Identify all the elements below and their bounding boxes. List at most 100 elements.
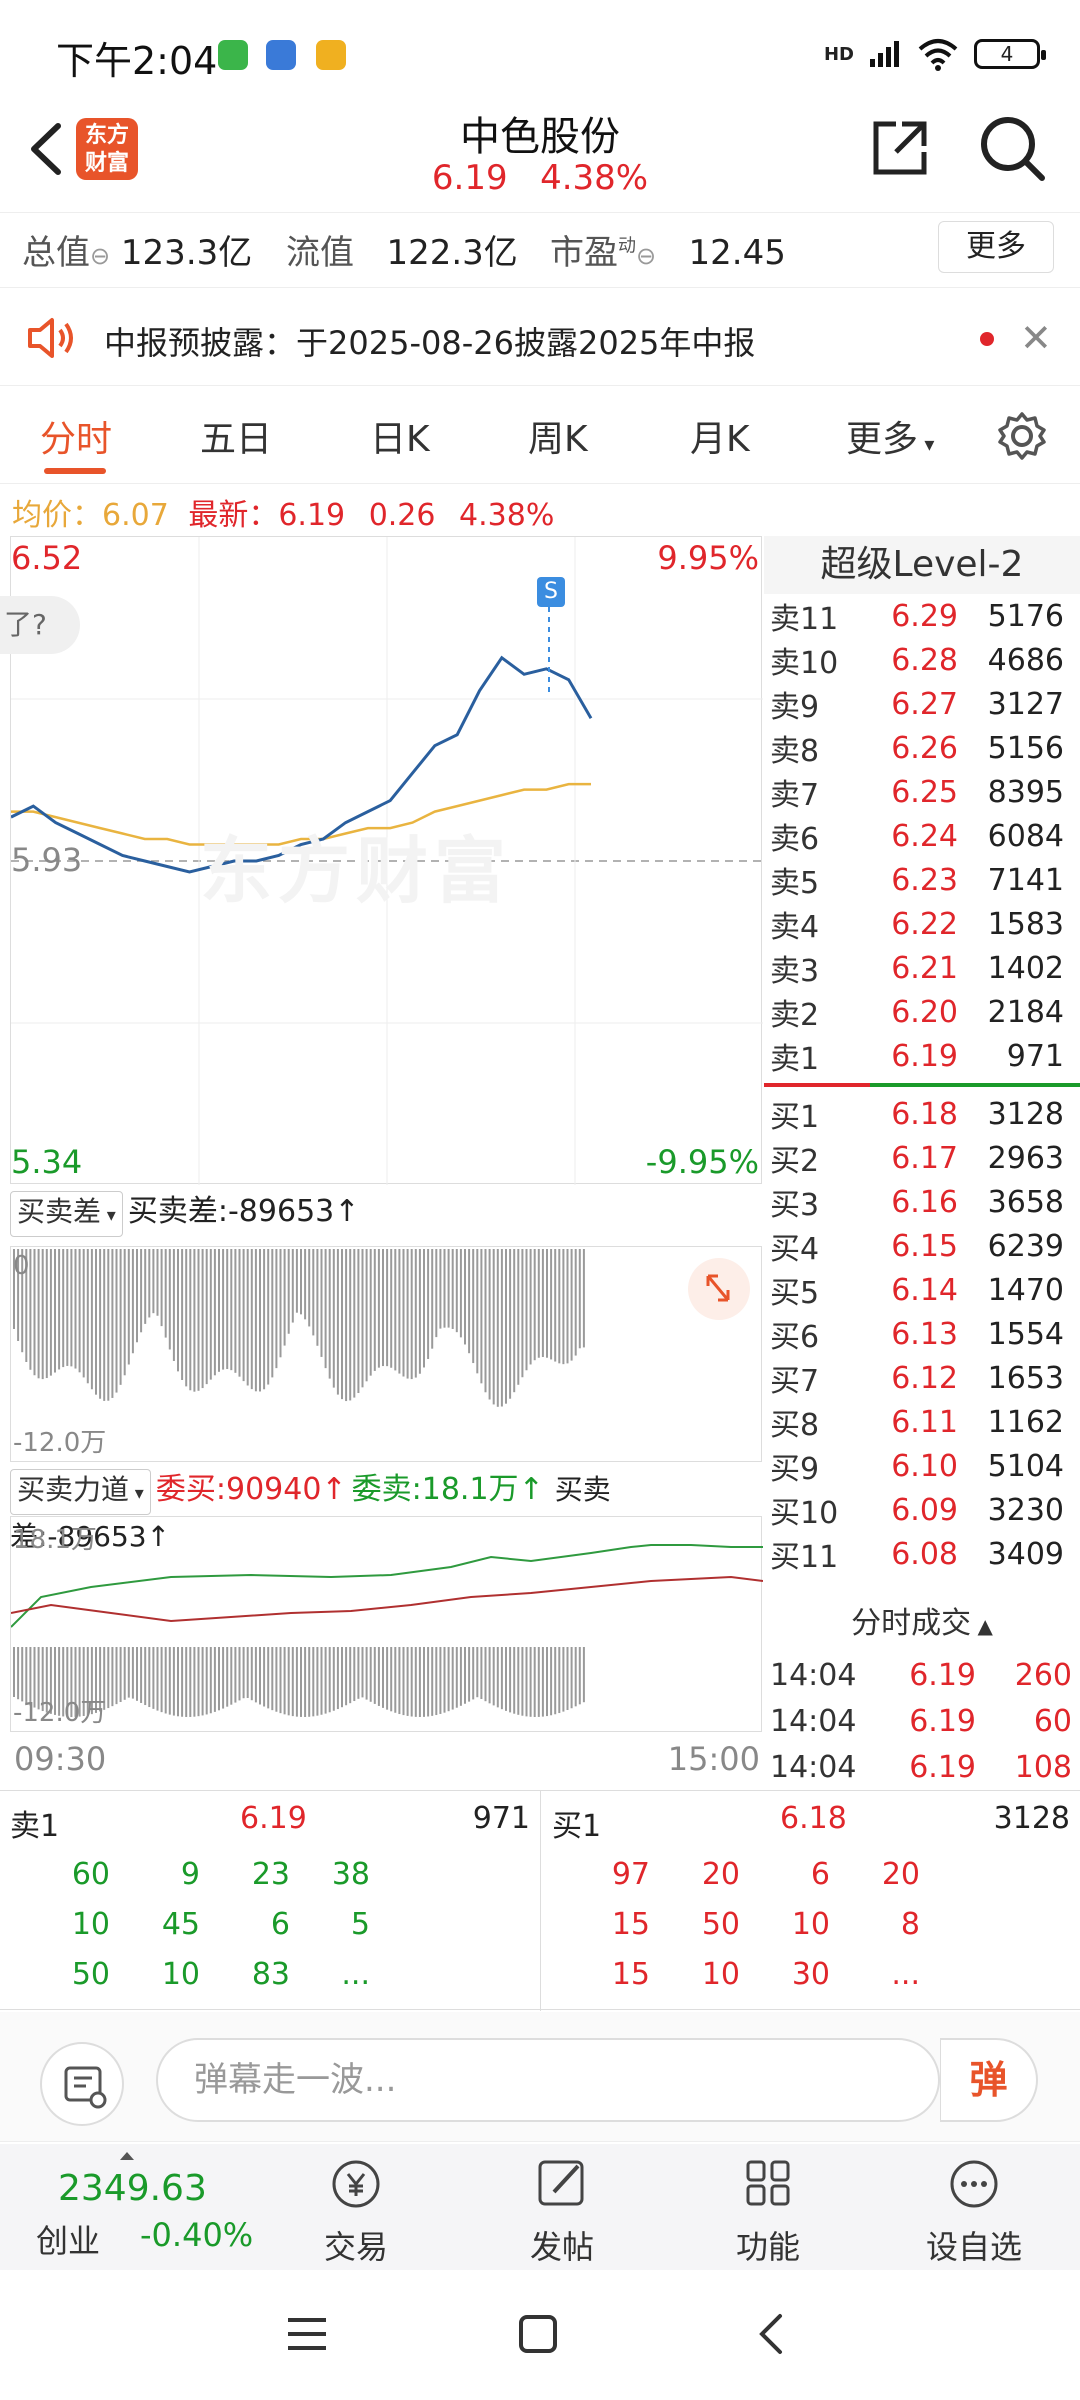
- share-icon[interactable]: [866, 114, 934, 182]
- diff-bar: [74, 1249, 77, 1369]
- back-arrow-icon[interactable]: [18, 114, 74, 184]
- tab-daily-k[interactable]: 日K: [370, 419, 430, 460]
- trade-marker[interactable]: S: [537, 577, 565, 607]
- ask-row[interactable]: 卖8 6.26 5156: [764, 726, 1080, 770]
- diff-bar: [558, 1249, 561, 1364]
- system-nav: [0, 2272, 1080, 2400]
- tab-weekly-k[interactable]: 周K: [528, 419, 588, 460]
- ask-row[interactable]: 卖2 6.20 2184: [764, 990, 1080, 1034]
- diff-bar: [45, 1249, 48, 1379]
- tab-monthly-k[interactable]: 月K: [690, 419, 750, 460]
- bid-level: 买4: [770, 1232, 820, 1267]
- menu-icon[interactable]: [282, 2312, 332, 2356]
- back-icon[interactable]: [752, 2310, 792, 2358]
- ask-price: 6.29: [891, 598, 958, 634]
- order-queue: 卖1 6.19 971 买1 6.18 3128 60 9 23 38 10 45 6 5 50…: [0, 1790, 1080, 2011]
- bid-row[interactable]: 买10 6.09 3230: [764, 1488, 1080, 1532]
- notice-bar[interactable]: 中报预披露：于2025-08-26披露2025年中报 ✕: [0, 290, 1080, 386]
- force-bar: [328, 1647, 331, 1713]
- floating-tip[interactable]: 了?: [0, 596, 80, 654]
- diff-bar: [562, 1249, 565, 1365]
- bid-row[interactable]: 买8 6.11 1162: [764, 1400, 1080, 1444]
- trades-header[interactable]: 分时成交 ▲: [764, 1598, 1080, 1648]
- danmaku-send-button[interactable]: 弹: [940, 2038, 1038, 2122]
- tab-five-day[interactable]: 五日: [200, 419, 273, 460]
- ask-row[interactable]: 卖5 6.23 7141: [764, 858, 1080, 902]
- bid-row[interactable]: 买6 6.13 1554: [764, 1312, 1080, 1356]
- expand-icon[interactable]: [688, 1258, 750, 1320]
- nav-trade[interactable]: 交易: [286, 2152, 426, 2266]
- trade-price: 6.19: [909, 1703, 976, 1739]
- nav-watchlist[interactable]: 设自选: [904, 2152, 1044, 2266]
- diff-bar: [574, 1249, 577, 1356]
- ask-volume: 971: [1006, 1038, 1064, 1074]
- force-bar: [382, 1647, 384, 1708]
- bid-volume: 1470: [987, 1272, 1064, 1308]
- ask-row[interactable]: 卖9 6.27 3127: [764, 682, 1080, 726]
- nav-post[interactable]: 发帖: [492, 2152, 632, 2266]
- ask-row[interactable]: 卖4 6.22 1583: [764, 902, 1080, 946]
- last-change: 0.26: [368, 498, 436, 533]
- force-bar: [78, 1647, 81, 1717]
- bid-row[interactable]: 买2 6.17 2963: [764, 1136, 1080, 1180]
- metric-pe: 市盈动⊖ 12.45: [550, 225, 786, 274]
- force-bar: [86, 1647, 89, 1716]
- force-bar: [144, 1647, 147, 1706]
- level2-title[interactable]: 超级Level-2: [764, 536, 1080, 594]
- force-bar: [115, 1647, 118, 1705]
- ask-row[interactable]: 卖7 6.25 8395: [764, 770, 1080, 814]
- danmaku-settings-button[interactable]: [40, 2042, 124, 2126]
- bid-volume: 6239: [987, 1228, 1064, 1264]
- indicator-select[interactable]: 买卖差 ▾: [10, 1191, 123, 1237]
- trade-time: 14:04: [770, 1703, 857, 1739]
- force-bar: [140, 1647, 143, 1703]
- force-bar: [160, 1647, 163, 1713]
- force-bar: [33, 1647, 36, 1708]
- close-icon[interactable]: ✕: [1020, 316, 1052, 360]
- avg-label: 均价：: [12, 498, 102, 533]
- tab-more[interactable]: 更多 ▾: [846, 410, 934, 462]
- danmaku-input[interactable]: 弹幕走一波...: [156, 2038, 940, 2122]
- force-bar: [148, 1647, 151, 1708]
- ask-row[interactable]: 卖6 6.24 6084: [764, 814, 1080, 858]
- bid-price: 6.16: [891, 1184, 958, 1220]
- ask-level: 卖3: [770, 954, 820, 989]
- trade-time: 14:04: [770, 1749, 857, 1785]
- bid-row[interactable]: 买3 6.16 3658: [764, 1180, 1080, 1224]
- tab-intraday[interactable]: 分时: [40, 419, 113, 460]
- watermark: 东方财富: [200, 829, 513, 913]
- bid-row[interactable]: 买11 6.08 3409: [764, 1532, 1080, 1576]
- queue-sell-order: 38: [331, 1857, 370, 1892]
- ask-row[interactable]: 卖3 6.21 1402: [764, 946, 1080, 990]
- buy-force-value: 委买:90940↑: [155, 1472, 347, 1507]
- ask-price: 6.19: [891, 1038, 958, 1074]
- bid-row[interactable]: 买4 6.15 6239: [764, 1224, 1080, 1268]
- home-icon[interactable]: [514, 2310, 562, 2358]
- search-icon[interactable]: [976, 112, 1048, 184]
- bid-row[interactable]: 买9 6.10 5104: [764, 1444, 1080, 1488]
- diff-bar: [505, 1249, 507, 1404]
- ask-row[interactable]: 卖1 6.19 971: [764, 1034, 1080, 1078]
- force-bar: [25, 1647, 28, 1704]
- index-change: -0.40%: [140, 2216, 254, 2254]
- bid-row[interactable]: 买1 6.18 3128: [764, 1092, 1080, 1136]
- gear-icon[interactable]: [996, 410, 1048, 462]
- ask-row[interactable]: 卖10 6.28 4686: [764, 638, 1080, 682]
- ask-row[interactable]: 卖11 6.29 5176: [764, 594, 1080, 638]
- stock-change-pct: 4.38%: [540, 158, 649, 198]
- more-metrics-button[interactable]: 更多: [938, 221, 1054, 273]
- force-bar: [201, 1647, 204, 1716]
- intraday-chart[interactable]: S 6.52 9.95% 5.93 5.34 -9.95%: [10, 536, 763, 1185]
- bid-row[interactable]: 买7 6.12 1653: [764, 1356, 1080, 1400]
- status-bar: 下午2:04 HD 4: [0, 0, 1080, 100]
- ask-level: 卖5: [770, 866, 820, 901]
- force-select[interactable]: 买卖力道 ▾: [10, 1469, 151, 1515]
- trade-price: 6.19: [909, 1657, 976, 1693]
- nav-function[interactable]: 功能: [698, 2152, 838, 2266]
- index-value[interactable]: 2349.63: [58, 2168, 207, 2209]
- diff-bar: [496, 1249, 499, 1407]
- diff-bar: [328, 1249, 331, 1379]
- series-price-line: [11, 655, 593, 874]
- sub2-top-label: 18.1万: [13, 1525, 97, 1555]
- bid-row[interactable]: 买5 6.14 1470: [764, 1268, 1080, 1312]
